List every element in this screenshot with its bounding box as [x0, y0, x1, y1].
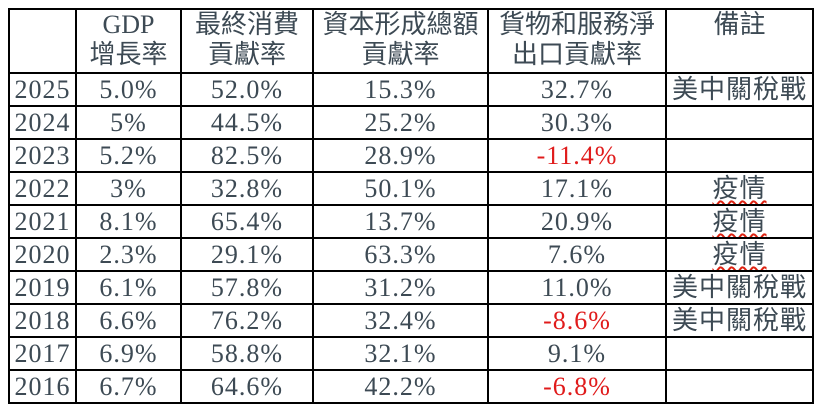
cell-consumption: 44.5%	[180, 105, 314, 140]
cell-net-export: 30.3%	[487, 105, 667, 140]
cell-capital: 28.9%	[312, 138, 489, 173]
cell-remark: 美中關稅戰	[665, 303, 814, 338]
cell-consumption: 29.1%	[180, 237, 314, 272]
cell-year: 2025	[8, 72, 77, 107]
cell-net-export: 32.7%	[487, 72, 667, 107]
table-row-2023: 2023 5.2% 82.5% 28.9% -11.4%	[8, 138, 814, 173]
table-row-2021: 2021 8.1% 65.4% 13.7% 20.9% 疫情	[8, 204, 814, 239]
cell-consumption: 64.6%	[180, 369, 314, 404]
remark-text-spellcheck: 疫情	[712, 174, 767, 203]
cell-year: 2018	[8, 303, 77, 338]
remark-text-spellcheck: 疫情	[712, 207, 767, 236]
table-row-2020: 2020 2.3% 29.1% 63.3% 7.6% 疫情	[8, 237, 814, 272]
cell-year: 2017	[8, 336, 77, 371]
header-remark: 備註	[665, 8, 814, 74]
cell-gdp: 5.2%	[75, 138, 182, 173]
cell-remark: 疫情	[665, 237, 814, 272]
table-row-2022: 2022 3% 32.8% 50.1% 17.1% 疫情	[8, 171, 814, 206]
cell-year: 2019	[8, 270, 77, 305]
cell-gdp: 5.0%	[75, 72, 182, 107]
cell-gdp: 6.1%	[75, 270, 182, 305]
cell-consumption: 52.0%	[180, 72, 314, 107]
cell-capital: 25.2%	[312, 105, 489, 140]
cell-net-export: 17.1%	[487, 171, 667, 206]
header-capital-line2: 貢獻率	[361, 40, 440, 69]
cell-capital: 32.1%	[312, 336, 489, 371]
table-row-2024: 2024 5% 44.5% 25.2% 30.3%	[8, 105, 814, 140]
cell-gdp: 2.3%	[75, 237, 182, 272]
cell-gdp: 3%	[75, 171, 182, 206]
cell-remark: 美中關稅戰	[665, 270, 814, 305]
header-final-consumption: 最終消費 貢獻率	[180, 8, 314, 74]
cell-year: 2022	[8, 171, 77, 206]
cell-net-export: 20.9%	[487, 204, 667, 239]
header-net-export: 貨物和服務淨 出口貢獻率	[487, 8, 667, 74]
header-net-export-line2: 出口貢獻率	[511, 40, 642, 69]
table-row-2025: 2025 5.0% 52.0% 15.3% 32.7% 美中關稅戰	[8, 72, 814, 107]
header-consumption-line1: 最終消費	[194, 10, 299, 39]
cell-remark: 疫情	[665, 204, 814, 239]
cell-gdp: 5%	[75, 105, 182, 140]
header-gdp-growth: GDP 增長率	[75, 8, 182, 74]
cell-remark	[665, 336, 814, 371]
cell-gdp: 6.9%	[75, 336, 182, 371]
cell-capital: 50.1%	[312, 171, 489, 206]
cell-year: 2023	[8, 138, 77, 173]
cell-capital: 63.3%	[312, 237, 489, 272]
header-gdp-line1: GDP	[102, 10, 155, 39]
cell-remark	[665, 105, 814, 140]
cell-remark: 疫情	[665, 171, 814, 206]
header-capital-line1: 資本形成總額	[322, 10, 479, 39]
header-row: GDP 增長率 最終消費 貢獻率 資本形成總額 貢獻率 貨物和服務淨 出口貢獻率…	[8, 8, 814, 74]
cell-capital: 32.4%	[312, 303, 489, 338]
table-row-2016: 2016 6.7% 64.6% 42.2% -6.8%	[8, 369, 814, 404]
gdp-contribution-table: GDP 增長率 最終消費 貢獻率 資本形成總額 貢獻率 貨物和服務淨 出口貢獻率…	[8, 8, 814, 404]
cell-consumption: 58.8%	[180, 336, 314, 371]
cell-year: 2016	[8, 369, 77, 404]
cell-gdp: 6.6%	[75, 303, 182, 338]
cell-consumption: 65.4%	[180, 204, 314, 239]
header-capital-formation: 資本形成總額 貢獻率	[312, 8, 489, 74]
cell-net-export-negative: -11.4%	[487, 138, 667, 173]
cell-remark	[665, 138, 814, 173]
header-net-export-line1: 貨物和服務淨	[498, 10, 655, 39]
cell-net-export: 9.1%	[487, 336, 667, 371]
cell-year: 2020	[8, 237, 77, 272]
cell-gdp: 8.1%	[75, 204, 182, 239]
cell-net-export: 11.0%	[487, 270, 667, 305]
cell-capital: 42.2%	[312, 369, 489, 404]
table-row-2018: 2018 6.6% 76.2% 32.4% -8.6% 美中關稅戰	[8, 303, 814, 338]
table-row-2019: 2019 6.1% 57.8% 31.2% 11.0% 美中關稅戰	[8, 270, 814, 305]
cell-remark: 美中關稅戰	[665, 72, 814, 107]
cell-consumption: 76.2%	[180, 303, 314, 338]
cell-capital: 15.3%	[312, 72, 489, 107]
table-row-2017: 2017 6.9% 58.8% 32.1% 9.1%	[8, 336, 814, 371]
cell-year: 2024	[8, 105, 77, 140]
cell-gdp: 6.7%	[75, 369, 182, 404]
cell-net-export-negative: -6.8%	[487, 369, 667, 404]
cell-net-export-negative: -8.6%	[487, 303, 667, 338]
cell-capital: 31.2%	[312, 270, 489, 305]
header-year	[8, 8, 77, 74]
cell-consumption: 32.8%	[180, 171, 314, 206]
header-consumption-line2: 貢獻率	[207, 40, 286, 69]
header-remark-line1: 備註	[713, 10, 766, 39]
cell-remark	[665, 369, 814, 404]
header-gdp-line2: 增長率	[89, 40, 168, 69]
cell-capital: 13.7%	[312, 204, 489, 239]
cell-net-export: 7.6%	[487, 237, 667, 272]
cell-consumption: 57.8%	[180, 270, 314, 305]
remark-text-spellcheck: 疫情	[712, 240, 767, 269]
cell-consumption: 82.5%	[180, 138, 314, 173]
cell-year: 2021	[8, 204, 77, 239]
